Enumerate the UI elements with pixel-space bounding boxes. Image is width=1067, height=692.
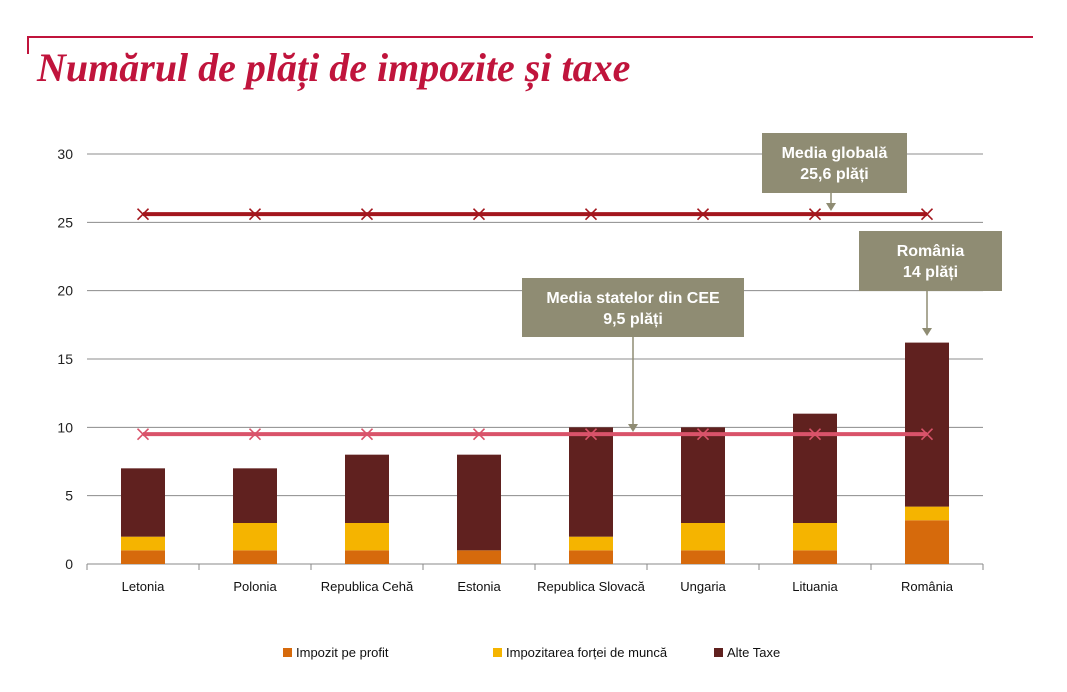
bar-1-7: [793, 550, 837, 564]
bar-1-5: [569, 550, 613, 564]
legend-swatch-1: [283, 648, 292, 657]
callout-arrowhead-2: [922, 328, 932, 336]
callout-arrowhead-3: [628, 424, 638, 432]
bar-1-4: [457, 550, 501, 564]
bar-3-1: [121, 468, 165, 537]
reference-marker-1: [920, 208, 934, 221]
reference-marker-2: [472, 428, 486, 441]
bar-1-3: [345, 550, 389, 564]
legend-label-1: Impozit pe profit: [296, 645, 389, 660]
y-tick-label: 30: [57, 146, 73, 162]
reference-marker-1: [248, 208, 262, 221]
bar-1-6: [681, 550, 725, 564]
y-tick-label: 10: [57, 419, 73, 435]
reference-marker-1: [360, 208, 374, 221]
callout-line2-1: 25,6 plăți: [800, 166, 868, 183]
x-tick-label: Estonia: [457, 579, 501, 594]
reference-marker-2: [136, 428, 150, 441]
title-bracket: [27, 36, 1033, 54]
bar-2-1: [121, 536, 165, 551]
bar-1-2: [233, 550, 277, 564]
x-tick-label: Republica Slovacă: [537, 579, 645, 594]
callout-line1-1: Media globală: [782, 145, 888, 162]
y-tick-label: 25: [57, 214, 73, 230]
x-tick-label: Letonia: [122, 579, 165, 594]
bar-3-2: [233, 468, 277, 523]
bar-1-1: [121, 550, 165, 564]
bar-2-8: [905, 506, 949, 521]
legend-swatch-2: [493, 648, 502, 657]
reference-marker-1: [472, 208, 486, 221]
bar-2-5: [569, 536, 613, 551]
y-tick-label: 20: [57, 283, 73, 299]
callout-line1-2: România: [897, 243, 965, 260]
y-tick-label: 0: [65, 556, 73, 572]
bar-2-2: [233, 523, 277, 551]
x-tick-label: România: [901, 579, 954, 594]
y-tick-label: 15: [57, 351, 73, 367]
reference-marker-2: [808, 428, 822, 441]
callout-line1-3: Media statelor din CEE: [546, 290, 720, 307]
reference-marker-1: [696, 208, 710, 221]
x-tick-label: Polonia: [233, 579, 277, 594]
reference-marker-2: [696, 428, 710, 441]
reference-marker-1: [136, 208, 150, 221]
x-tick-label: Lituania: [792, 579, 838, 594]
y-tick-label: 5: [65, 488, 73, 504]
reference-marker-1: [584, 208, 598, 221]
bar-2-3: [345, 523, 389, 551]
x-tick-label: Republica Cehă: [321, 579, 414, 594]
reference-marker-2: [360, 428, 374, 441]
bar-2-6: [681, 523, 725, 551]
legend-label-3: Alte Taxe: [727, 645, 780, 660]
reference-marker-2: [248, 428, 262, 441]
bar-1-8: [905, 520, 949, 564]
page-title: Numărul de plăți de impozite și taxe: [37, 45, 631, 90]
bar-3-7: [793, 413, 837, 523]
legend-label-2: Impozitarea forței de muncă: [506, 645, 668, 660]
bar-3-5: [569, 427, 613, 537]
callout-arrowhead-1: [826, 203, 836, 211]
legend-swatch-3: [714, 648, 723, 657]
bar-3-3: [345, 454, 389, 523]
bar-3-4: [457, 454, 501, 551]
callout-box-2: [859, 231, 1002, 291]
callout-box-3: [522, 278, 744, 337]
callout-line2-2: 14 plăți: [903, 264, 958, 281]
x-tick-label: Ungaria: [680, 579, 726, 594]
reference-marker-2: [584, 428, 598, 441]
bar-3-8: [905, 342, 949, 507]
reference-marker-2: [920, 428, 934, 441]
bar-3-6: [681, 427, 725, 523]
reference-marker-1: [808, 208, 822, 221]
callout-line2-3: 9,5 plăți: [603, 311, 663, 328]
callout-box-1: [762, 133, 907, 193]
bar-2-7: [793, 523, 837, 551]
